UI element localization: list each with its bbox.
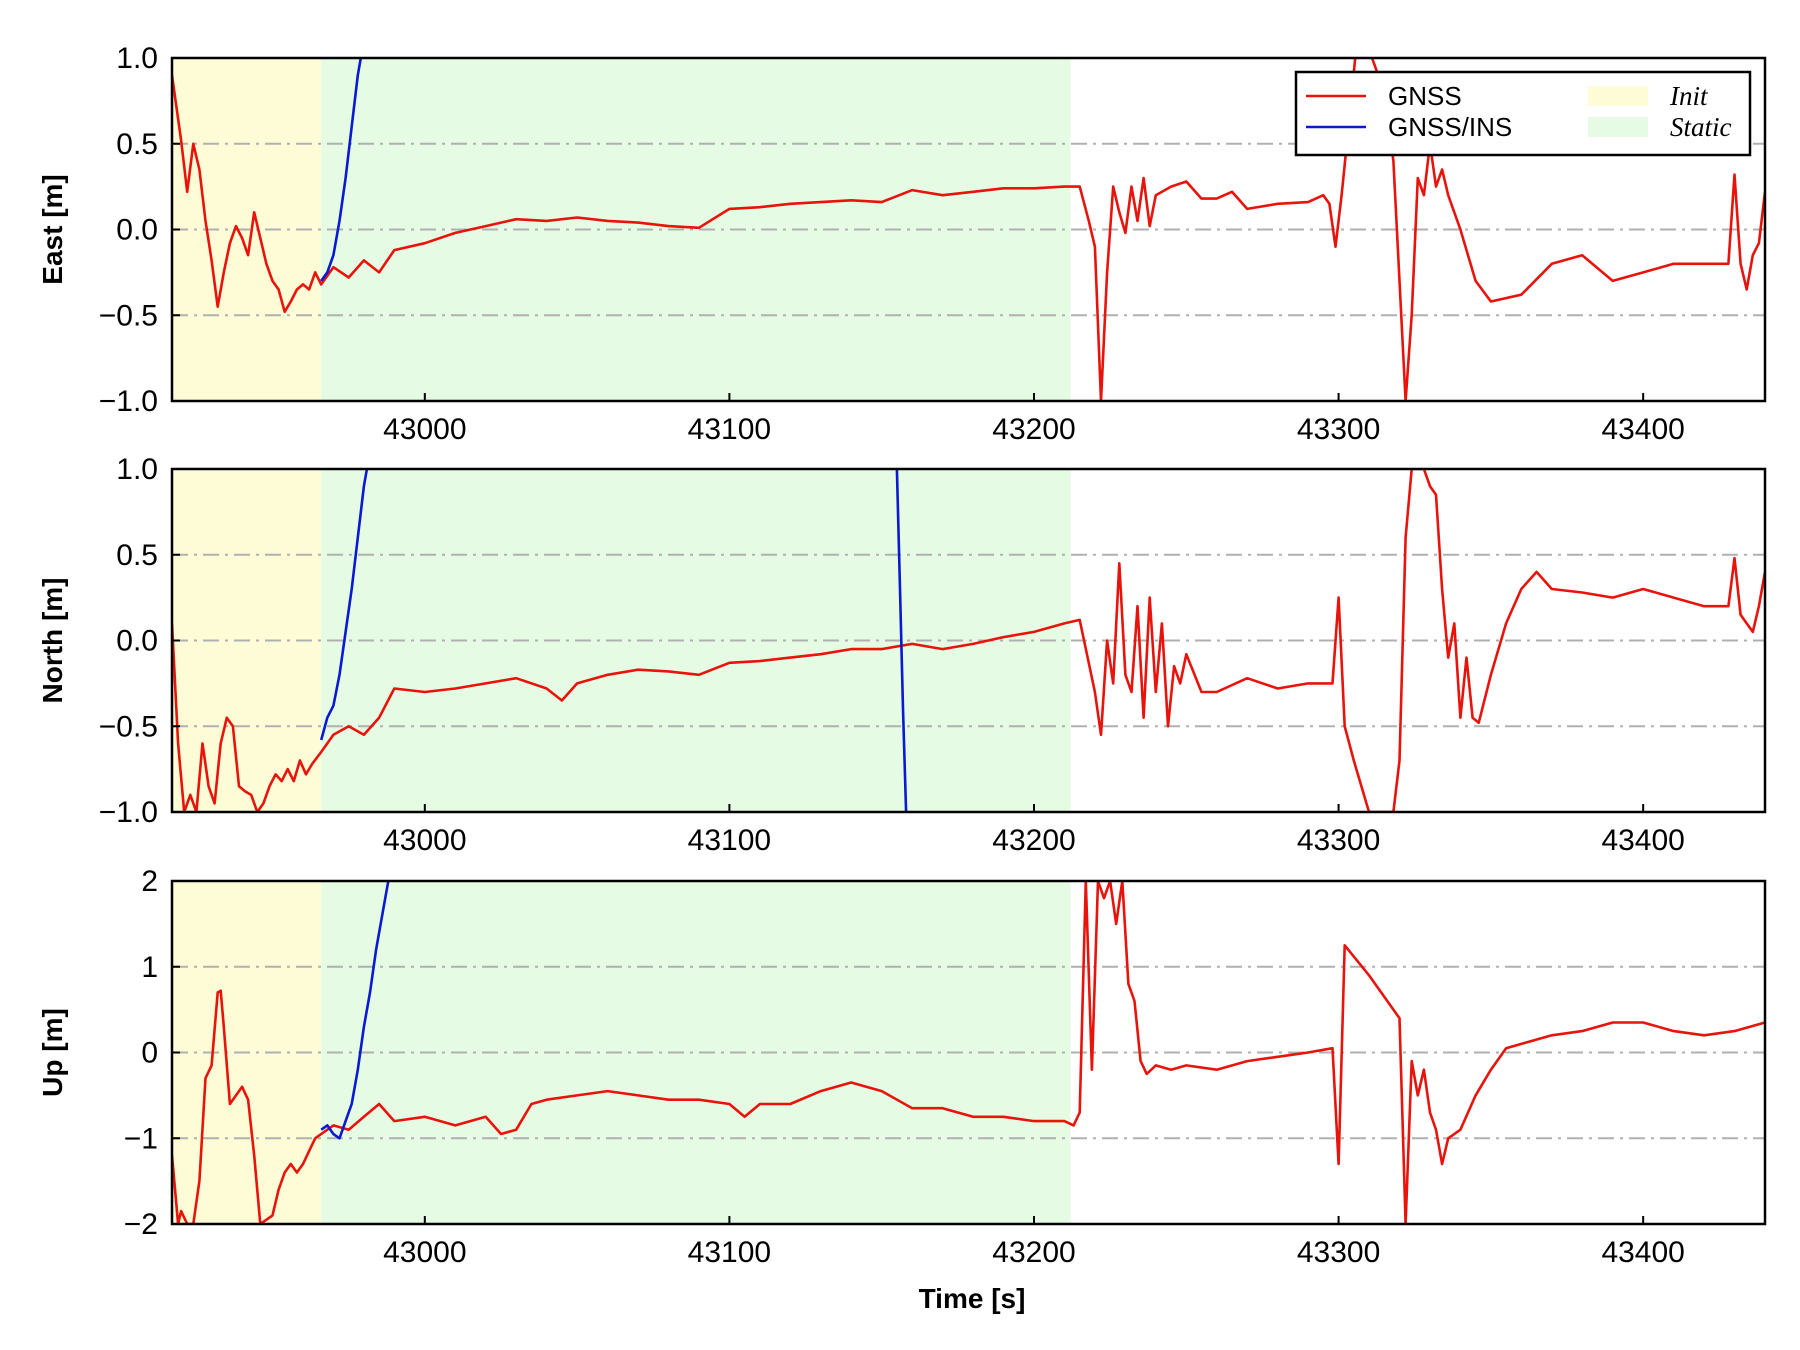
y-tick-label: 0.0 bbox=[116, 625, 158, 658]
y-tick-label: 1.0 bbox=[116, 42, 158, 75]
series-gnss-ins-line bbox=[319, 469, 369, 741]
legend-label: GNSS bbox=[1388, 81, 1462, 111]
legend-label: Init bbox=[1669, 81, 1709, 111]
x-tick-label: 43100 bbox=[688, 1236, 771, 1269]
y-tick-label: 0 bbox=[141, 1037, 158, 1070]
x-tick-label: 43400 bbox=[1601, 413, 1684, 446]
x-tick-label: 43100 bbox=[688, 413, 771, 446]
y-tick-label: 2 bbox=[141, 865, 158, 898]
x-tick-label: 43000 bbox=[383, 413, 466, 446]
span-static bbox=[321, 469, 1071, 812]
series-gnss-ins-line bbox=[320, 58, 363, 282]
y-tick-label: −0.5 bbox=[99, 299, 158, 332]
x-tick-label: 43000 bbox=[383, 1236, 466, 1269]
series-gnss-line bbox=[172, 58, 1765, 401]
x-tick-label: 43300 bbox=[1297, 413, 1380, 446]
y-tick-label: −2 bbox=[124, 1208, 158, 1241]
span-static bbox=[321, 881, 1071, 1224]
x-axis-label: Time [s] bbox=[919, 1283, 1026, 1314]
x-tick-label: 43400 bbox=[1601, 1236, 1684, 1269]
y-tick-label: 0.5 bbox=[116, 128, 158, 161]
series-gnss-line bbox=[172, 469, 1765, 812]
x-tick-label: 43300 bbox=[1297, 1236, 1380, 1269]
legend-swatch bbox=[1588, 117, 1648, 137]
y-tick-label: −1.0 bbox=[99, 385, 158, 418]
x-tick-label: 43400 bbox=[1601, 824, 1684, 857]
series-gnss-line bbox=[172, 881, 1765, 1224]
legend-swatch bbox=[1588, 86, 1648, 106]
legend-label: GNSS/INS bbox=[1388, 112, 1512, 142]
y-tick-label: 1.0 bbox=[116, 453, 158, 486]
series-gnss-ins-line bbox=[895, 469, 908, 812]
panel-1: −1.0 −0.5 0.0 0.5 1.0 43000 43100 43200 43300 434… bbox=[37, 42, 1767, 446]
y-tick-label: 1 bbox=[141, 951, 158, 984]
y-tick-label: −1 bbox=[124, 1122, 158, 1155]
y-tick-label: 0.5 bbox=[116, 539, 158, 572]
span-static bbox=[321, 58, 1071, 401]
y-axis-label: East [m] bbox=[37, 174, 68, 284]
x-tick-label: 43200 bbox=[992, 824, 1075, 857]
x-tick-label: 43300 bbox=[1297, 824, 1380, 857]
y-tick-label: −1.0 bbox=[99, 796, 158, 829]
x-tick-label: 43000 bbox=[383, 824, 466, 857]
x-tick-label: 43200 bbox=[992, 413, 1075, 446]
y-tick-label: −0.5 bbox=[99, 710, 158, 743]
panel-3: −2 −1 0 1 2 43000 43100 43200 43300 43400 Up [m] bbox=[37, 865, 1767, 1269]
panel-2: −1.0 −0.5 0.0 0.5 1.0 43000 43100 43200 43300 434… bbox=[37, 453, 1767, 857]
series-gnss-ins-line bbox=[320, 881, 390, 1140]
x-tick-label: 43100 bbox=[688, 824, 771, 857]
y-axis-label: North [m] bbox=[37, 578, 68, 704]
y-axis-label: Up [m] bbox=[37, 1008, 68, 1097]
y-tick-label: 0.0 bbox=[116, 214, 158, 247]
x-tick-label: 43200 bbox=[992, 1236, 1075, 1269]
legend-label: Static bbox=[1670, 112, 1732, 142]
legend-box bbox=[1294, 70, 1752, 157]
